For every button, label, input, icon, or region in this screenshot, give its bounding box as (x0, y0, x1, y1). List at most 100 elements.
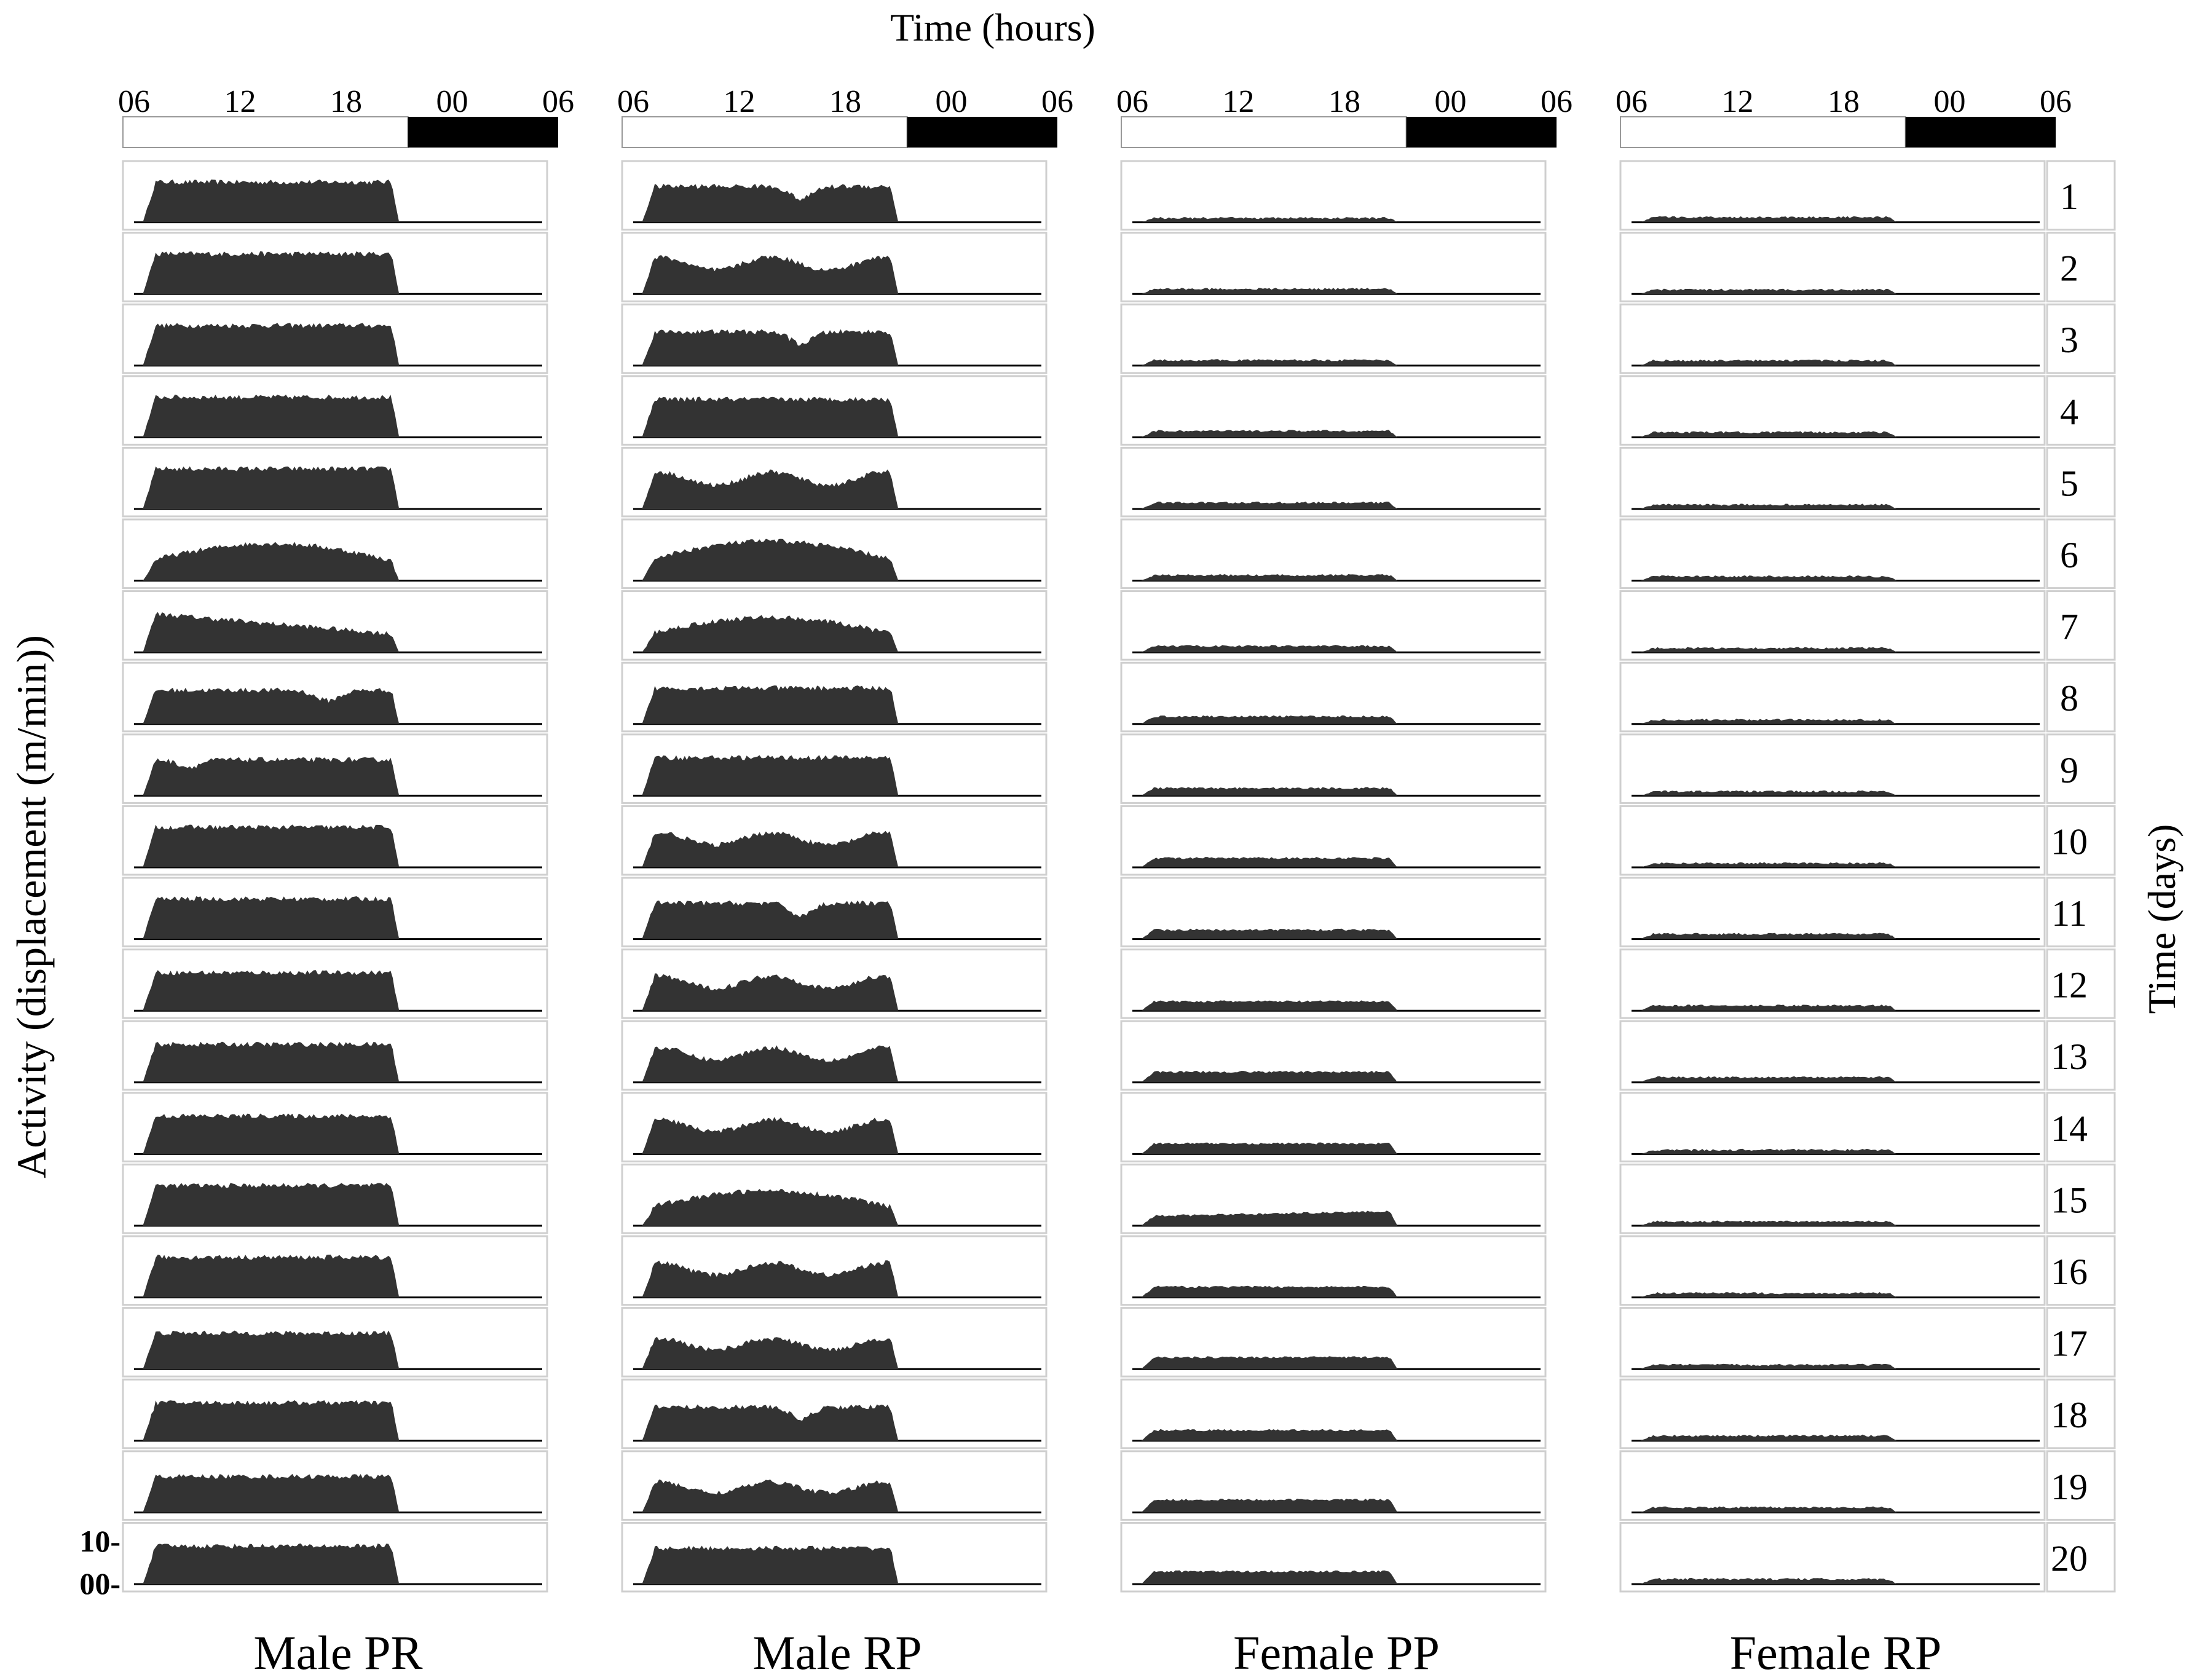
day-row (1619, 446, 2046, 518)
day-row (621, 160, 1048, 231)
activity-area (642, 183, 899, 223)
activity-area (642, 1117, 899, 1154)
activity-area (642, 1336, 899, 1370)
hour-tick-label: 00 (436, 84, 468, 119)
day-row (621, 1378, 1048, 1449)
y-axis-label: Activity (displacement (m/min)) (8, 635, 55, 1178)
activity-area (1640, 431, 1897, 438)
day-row (621, 661, 1048, 733)
activity-area (1141, 216, 1398, 223)
activity-area (1640, 1220, 1897, 1226)
hour-tick-label: 06 (1116, 84, 1148, 119)
day-number-cell (2046, 661, 2116, 733)
activity-area (143, 896, 400, 939)
hour-tick-label: 18 (1328, 84, 1360, 119)
hour-tick-label: 18 (330, 84, 362, 119)
day-row (122, 232, 548, 302)
day-row (122, 160, 548, 231)
activity-area (143, 757, 400, 796)
day-row (1120, 661, 1547, 733)
day-row (1120, 303, 1547, 374)
day-number: 4 (2060, 392, 2078, 432)
activity-area (1141, 288, 1398, 294)
activity-area (143, 179, 400, 223)
day-row (1619, 661, 2046, 733)
day-row (1120, 1378, 1547, 1449)
day-row (1619, 160, 2046, 231)
activity-area (1640, 359, 1897, 366)
group-female-pp: 06 12 18 00 06 Female PP (1116, 84, 1573, 1679)
day-row (1619, 877, 2046, 948)
activity-area (143, 824, 400, 867)
chart-title: Time (hours) (890, 6, 1095, 49)
day-number: 6 (2060, 535, 2078, 575)
activity-area (1640, 719, 1897, 724)
group-male-rp: 06 12 18 00 06 Male RP (617, 84, 1073, 1679)
activity-area (143, 1113, 400, 1154)
day-row (1120, 948, 1547, 1019)
day-number: 15 (2051, 1180, 2088, 1220)
day-row (621, 1521, 1048, 1593)
activity-area (1141, 1356, 1398, 1370)
day-row (122, 805, 548, 876)
activity-area (1640, 1506, 1897, 1513)
activity-area (642, 1404, 899, 1441)
day-number-cell (2046, 877, 2116, 948)
dark-phase-bar (1905, 117, 2056, 148)
hour-tick-label: 06 (617, 84, 649, 119)
activity-area (642, 538, 899, 581)
day-row (1619, 303, 2046, 374)
hour-tick-label: 00 (1934, 84, 1966, 119)
group-male-pr: 06 12 18 00 06 Male PR (118, 84, 574, 1679)
activity-area (1640, 1076, 1897, 1083)
day-row (1619, 948, 2046, 1019)
activity-area (143, 1041, 400, 1083)
day-number: 9 (2060, 750, 2078, 791)
activity-area (1640, 288, 1897, 294)
activity-area (642, 830, 899, 867)
activity-area (1141, 645, 1398, 653)
day-row (122, 1307, 548, 1378)
day-number: 19 (2051, 1467, 2088, 1507)
day-row (1619, 1092, 2046, 1162)
day-row (122, 733, 548, 804)
day-row (1619, 232, 2046, 302)
activity-area (143, 251, 400, 294)
day-row (1619, 1235, 2046, 1306)
day-row (621, 1092, 1048, 1162)
day-row (1120, 877, 1547, 948)
dark-phase-bar (1406, 117, 1557, 148)
day-row (1120, 1307, 1547, 1378)
day-row (122, 375, 548, 446)
day-number-cell (2046, 1307, 2116, 1378)
group-label: Female RP (1730, 1626, 1942, 1679)
activity-area (1640, 1363, 1897, 1370)
day-row (1619, 1307, 2046, 1378)
day-row (621, 1163, 1048, 1234)
day-number-cell (2046, 160, 2116, 231)
day-row (122, 1378, 548, 1449)
activity-area (642, 1260, 899, 1298)
activity-area (1640, 1292, 1897, 1298)
hour-tick-label: 12 (724, 84, 756, 119)
day-row (621, 948, 1048, 1019)
activity-area (1141, 1429, 1398, 1441)
day-row (1120, 590, 1547, 661)
activity-area (642, 900, 899, 939)
activity-area (1141, 430, 1398, 438)
activity-area (1141, 1210, 1398, 1226)
y-tick-label: 10- (79, 1524, 120, 1558)
day-number: 14 (2051, 1108, 2088, 1149)
activity-area (143, 466, 400, 509)
activity-area (1640, 1434, 1897, 1441)
day-number: 16 (2051, 1252, 2088, 1292)
day-row-frame (1619, 805, 2046, 876)
activity-area (143, 970, 400, 1011)
day-number-cell (2046, 948, 2116, 1019)
hour-tick-label: 00 (936, 84, 968, 119)
day-row (621, 733, 1048, 804)
activity-area (143, 1255, 400, 1298)
activity-area (642, 1479, 899, 1513)
activity-area (642, 1188, 899, 1226)
